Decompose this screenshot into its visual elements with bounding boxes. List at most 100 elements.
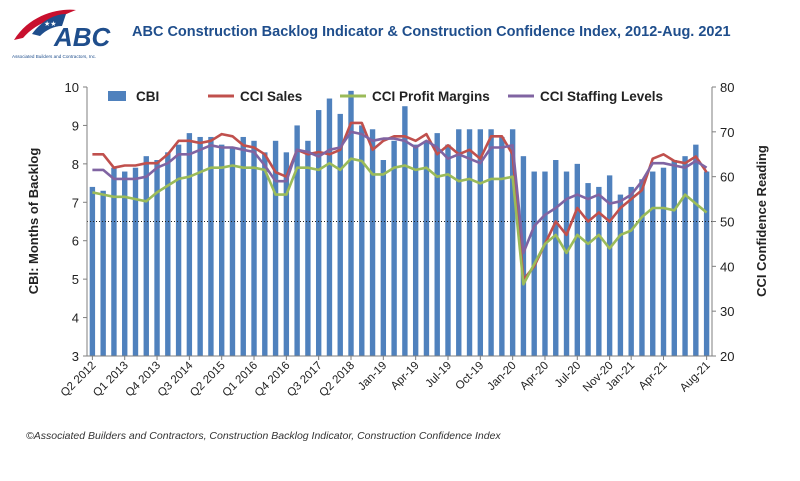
- cbi-bar: [682, 156, 688, 356]
- logo-flag-icon: ★★: [14, 9, 76, 42]
- y-tick-label-right: 20: [720, 349, 734, 364]
- cbi-bar: [574, 163, 580, 356]
- legend: CBI CCI Sales CCI Profit Margins CCI Staffi…: [108, 89, 663, 104]
- y-axis-label-left: CBI: Months of Backlog: [26, 148, 41, 295]
- cbi-bar: [219, 144, 225, 356]
- cbi-bar: [143, 156, 149, 356]
- cbi-bar: [585, 183, 591, 356]
- cbi-bar: [412, 144, 419, 356]
- cbi-bar: [553, 160, 559, 356]
- cbi-bar: [100, 190, 106, 356]
- y-tick-label-right: 80: [720, 80, 734, 95]
- cci-lines: [92, 121, 708, 286]
- cbi-bar: [477, 129, 484, 356]
- legend-label: CCI Sales: [240, 89, 302, 104]
- cbi-bar: [326, 98, 333, 357]
- y-tick-label-left: 5: [72, 272, 79, 287]
- y-tick-label-left: 10: [65, 80, 79, 95]
- y-tick-label-right: 40: [720, 259, 734, 274]
- cbi-bar: [456, 129, 462, 356]
- y-tick-label-right: 30: [720, 304, 734, 319]
- cbi-bar: [369, 129, 376, 356]
- cbi-bar: [348, 90, 354, 356]
- cbi-bar: [434, 133, 440, 356]
- cbi-bar: [671, 160, 677, 356]
- cbi-bars: [89, 90, 710, 357]
- y-tick-label-left: 7: [72, 195, 79, 210]
- series-line-cci-profit-margins: [92, 157, 708, 286]
- legend-label: CBI: [136, 89, 159, 104]
- cbi-bar: [197, 136, 203, 356]
- cbi-bar: [488, 129, 494, 356]
- cbi-bar: [272, 140, 279, 356]
- logo-text: ABC: [53, 22, 112, 52]
- cbi-bar: [262, 152, 268, 356]
- cbi-bar: [596, 186, 602, 356]
- x-tick-label: Jan-20: [485, 360, 518, 393]
- y-tick-label-left: 9: [72, 118, 79, 133]
- cbi-bar: [122, 171, 128, 356]
- cbi-bar: [305, 140, 311, 356]
- cbi-bar: [402, 106, 408, 356]
- cbi-bar: [617, 194, 624, 356]
- cbi-bar: [240, 136, 246, 356]
- abc-logo: ★★ ABC Associated Builders and Contracto…: [12, 9, 112, 59]
- y-tick-label-right: 50: [720, 215, 734, 230]
- cbi-bar: [628, 186, 634, 356]
- cbi-bar: [380, 160, 387, 356]
- cbi-bar: [283, 152, 290, 356]
- cbi-bar: [89, 186, 96, 356]
- cbi-bar: [165, 152, 171, 356]
- svg-text:★★: ★★: [44, 20, 57, 28]
- cbi-bar: [693, 144, 699, 356]
- cbi-bar: [563, 171, 570, 356]
- cbi-bar: [111, 167, 117, 356]
- cbi-bar: [391, 140, 397, 356]
- legend-swatch-cbi: [108, 91, 126, 101]
- legend-label: CCI Staffing Levels: [540, 89, 663, 104]
- x-tick-label: Apr-21: [637, 360, 670, 393]
- cbi-bar: [466, 129, 473, 356]
- x-tick-label: Jan-19: [356, 360, 389, 393]
- y-tick-label-left: 4: [72, 311, 79, 326]
- cbi-bar: [703, 171, 710, 356]
- cbi-bar: [359, 125, 365, 356]
- logo-subtext: Associated Builders and Contractors, Inc…: [12, 54, 96, 59]
- cbi-bar: [639, 179, 645, 356]
- x-tick-label: Apr-19: [389, 360, 422, 393]
- x-tick-label: Oct-19: [454, 360, 487, 393]
- footer-source: ©Associated Builders and Contractors, Co…: [26, 430, 501, 442]
- y-tick-label-right: 70: [720, 125, 734, 140]
- cbi-bar: [499, 136, 505, 356]
- legend-label: CCI Profit Margins: [372, 89, 490, 104]
- cbi-bar: [445, 144, 451, 356]
- y-tick-label-right: 60: [720, 170, 734, 185]
- x-tick-label: Apr-20: [518, 360, 551, 393]
- chart-title: ABC Construction Backlog Indicator & Con…: [132, 24, 731, 40]
- y-tick-label-left: 8: [72, 157, 79, 172]
- cbi-bar: [208, 136, 214, 356]
- cbi-bar: [520, 156, 527, 356]
- cbi-bar: [509, 129, 516, 356]
- x-tick-label: Jul-19: [423, 360, 454, 391]
- series-line-cci-sales: [92, 121, 708, 282]
- cbi-bar: [315, 110, 322, 356]
- cbi-bar: [660, 167, 667, 356]
- y-tick-label-left: 3: [72, 349, 79, 364]
- cbi-bar: [650, 171, 656, 356]
- cbi-bar: [606, 175, 613, 356]
- cbi-bar: [423, 140, 430, 356]
- y-tick-label-left: 6: [72, 234, 79, 249]
- cbi-bar: [542, 171, 548, 356]
- y-axis-label-right: CCI Confidence Reading: [754, 145, 769, 297]
- cbi-bar: [294, 125, 300, 356]
- x-tick-label: Jul-20: [553, 360, 584, 391]
- series-line-cci-staffing-levels: [92, 130, 708, 255]
- cbi-bar: [337, 113, 343, 357]
- cbi-bar: [132, 167, 139, 356]
- cbi-bar: [229, 148, 236, 356]
- x-tick-label: Q2 2018: [317, 360, 357, 400]
- cbi-bar: [154, 160, 160, 356]
- cbi-bar: [251, 140, 257, 356]
